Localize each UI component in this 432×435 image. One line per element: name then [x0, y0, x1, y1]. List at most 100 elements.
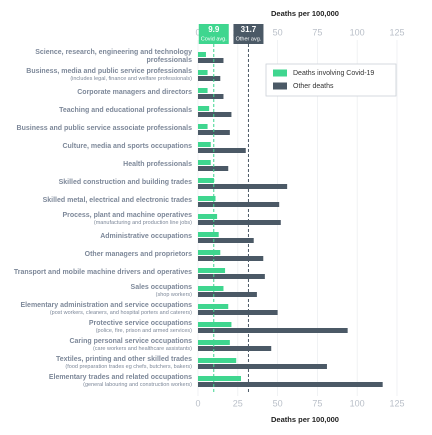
category-label: Skilled construction and building trades: [2, 179, 192, 187]
x-tick-label-bottom: 125: [389, 398, 404, 408]
bar: [198, 202, 280, 207]
category-name: Transport and mobile machine drivers and…: [13, 269, 192, 276]
category-name: Business, media and public service profe…: [26, 67, 192, 75]
x-tick-label-top: 75: [312, 27, 322, 37]
bar: [198, 196, 216, 201]
bar: [198, 88, 208, 93]
bar: [198, 340, 230, 345]
reference-label: Covid avg.: [201, 36, 227, 42]
category-name: Sales occupations: [130, 283, 192, 291]
legend-label: Other deaths: [293, 83, 334, 90]
category-label: Textiles, printing and other skilled tra…: [2, 356, 192, 371]
bar: [198, 142, 211, 147]
x-tick-label-top: 100: [350, 27, 365, 37]
bar: [198, 256, 264, 261]
bar: [198, 148, 246, 153]
category-name: Elementary trades and related occupation…: [48, 373, 192, 381]
category-label: Process, plant and machine operatives (ma…: [2, 212, 192, 227]
bar: [198, 346, 272, 351]
bar: [198, 52, 206, 57]
bar: [198, 358, 237, 363]
category-label: Teaching and educational professionals: [2, 107, 192, 115]
category-name: Other managers and proprietors: [84, 251, 192, 258]
category-label: Corporate managers and directors: [2, 89, 192, 97]
category-name: Textiles, printing and other skilled tra…: [55, 355, 192, 363]
axis-title-top: Deaths per 100,000: [271, 9, 339, 18]
category-name: Protective service occupations: [88, 319, 192, 327]
bar: [198, 160, 211, 165]
bar: [198, 130, 230, 135]
bar: [198, 304, 229, 309]
category-label: Elementary administration and service oc…: [2, 302, 192, 317]
reference-value: 9.9: [208, 25, 220, 34]
bar: [198, 232, 219, 237]
category-label: Culture, media and sports occupations: [2, 143, 192, 151]
category-label: Business and public service associate pr…: [2, 125, 192, 133]
category-name: Administrative occupations: [100, 233, 192, 240]
category-name: Health professionals: [123, 161, 192, 168]
bar: [198, 124, 208, 129]
bar: [198, 94, 224, 99]
x-tick-label-bottom: 0: [195, 398, 200, 408]
x-tick-label-bottom: 25: [233, 398, 243, 408]
category-label: Transport and mobile machine drivers and…: [2, 269, 192, 277]
bar: [198, 382, 383, 387]
bar: [198, 166, 229, 171]
category-label: Other managers and proprietors: [2, 251, 192, 259]
bar: [198, 178, 214, 183]
bar: [198, 292, 257, 297]
category-note: (includes legal, finance and welfare pro…: [70, 75, 192, 82]
category-note: (manufacturing and production line jobs): [93, 219, 192, 226]
x-tick-label-top: 125: [389, 27, 404, 37]
category-name: Skilled metal, electrical and electronic…: [42, 197, 192, 204]
bar: [198, 238, 254, 243]
legend-swatch: [273, 69, 287, 77]
category-label: Administrative occupations: [2, 233, 192, 241]
reference-value: 31.7: [241, 25, 257, 34]
category-note: (care workers and healthcare assistants): [92, 345, 192, 352]
bar: [198, 364, 327, 369]
bar: [198, 76, 221, 81]
category-name: Caring personal service occupations: [69, 337, 192, 345]
bar: [198, 286, 224, 291]
legend-label: Deaths involving Covid-19: [293, 70, 374, 77]
bar: [198, 106, 210, 111]
category-note: (food preparation trades eg chefs, butch…: [65, 363, 192, 370]
category-note: (post workers, cleaners, and hospital po…: [49, 309, 192, 316]
bar: [198, 214, 218, 219]
category-note: (police, fire, prison and armed services…: [95, 327, 192, 334]
category-label: Science, research, engineering and techn…: [2, 49, 192, 65]
axis-title-bottom: Deaths per 100,000: [271, 415, 339, 424]
category-label: Business, media and public service profe…: [2, 68, 192, 83]
bar: [198, 328, 348, 333]
x-tick-label-bottom: 100: [350, 398, 365, 408]
category-label: Skilled metal, electrical and electronic…: [2, 197, 192, 205]
legend-swatch: [273, 82, 287, 90]
bar: [198, 70, 208, 75]
reference-box: [198, 24, 229, 44]
reference-label: Other avg.: [236, 36, 262, 42]
legend-box: [265, 63, 397, 97]
reference-box: [233, 24, 264, 44]
bar: [198, 112, 232, 117]
category-name: Science, research, engineering and techn…: [35, 49, 192, 64]
category-note: (general labouring and construction work…: [83, 381, 192, 388]
bar: [198, 184, 288, 189]
category-label: Elementary trades and related occupation…: [2, 374, 192, 389]
category-name: Business and public service associate pr…: [16, 125, 192, 132]
x-tick-label-bottom: 50: [273, 398, 283, 408]
category-label: Sales occupations (shop workers): [2, 284, 192, 299]
bar: [198, 274, 265, 279]
bar: [198, 310, 278, 315]
x-tick-label-top: 50: [273, 27, 283, 37]
bar: [198, 376, 241, 381]
category-name: Corporate managers and directors: [77, 89, 192, 96]
category-name: Elementary administration and service oc…: [20, 301, 192, 309]
bar: [198, 220, 281, 225]
bar: [198, 268, 226, 273]
category-name: Teaching and educational professionals: [59, 107, 192, 114]
category-label: Caring personal service occupations (care…: [2, 338, 192, 353]
category-label: Protective service occupations (police, f…: [2, 320, 192, 335]
